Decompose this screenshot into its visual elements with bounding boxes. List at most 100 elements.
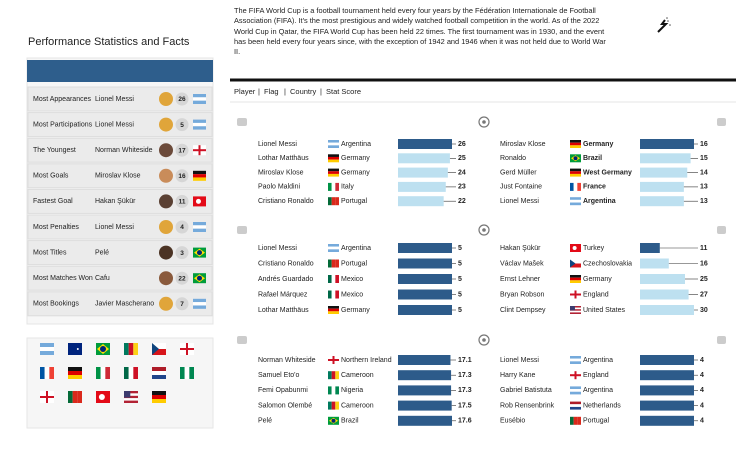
flag-icon [570, 140, 581, 148]
flag-stripe [133, 343, 138, 355]
bar [640, 196, 684, 207]
flag-stripe [328, 311, 339, 314]
flag-icon [570, 356, 581, 364]
flag-stripe [328, 371, 332, 380]
flag-stripe [570, 401, 581, 405]
flag-icon [152, 367, 166, 379]
bar [640, 139, 694, 149]
flag-icon [328, 197, 339, 206]
flag-stripe [193, 97, 206, 101]
bar [640, 305, 694, 315]
player-avatar [159, 143, 173, 158]
panel-country: Germany [341, 307, 370, 314]
flag-stripe [570, 310, 581, 313]
description: The FIFA World Cup is a football tournam… [234, 6, 606, 57]
bar-value: 16 [700, 260, 708, 267]
flag-stripe [128, 367, 134, 379]
bar [398, 415, 452, 426]
panel-country: Argentina [583, 387, 613, 394]
flag-stripe [570, 391, 581, 395]
flag-icon [328, 154, 339, 163]
flag-icon [328, 416, 339, 425]
panel-country: Northern Ireland [341, 357, 392, 364]
flag-stripe [331, 401, 336, 410]
flag-stripe [152, 399, 166, 403]
flag-stripe [184, 367, 190, 379]
flag-crescent [572, 246, 577, 250]
bar-value: 11 [700, 245, 708, 252]
flag-star [76, 348, 79, 350]
panel-country: Czechoslovakia [583, 260, 632, 267]
flag-disc [100, 346, 106, 352]
bar [398, 153, 450, 164]
bar [640, 355, 694, 365]
flag-stripe [105, 367, 110, 379]
bar-value: 17.5 [458, 402, 472, 409]
panel-player: Pelé [258, 418, 272, 425]
panel-player: Salomon Olembé [258, 402, 312, 409]
panel-country: Italy [341, 184, 354, 191]
flag-stripe [124, 400, 138, 403]
flag-icon [328, 275, 339, 283]
bar-value: 5 [458, 291, 462, 298]
bar-value: 13 [700, 184, 708, 191]
flag-icon [96, 391, 110, 403]
stat-value: 4 [180, 224, 184, 231]
flag-stripe [570, 263, 581, 268]
bar-value: 16 [700, 141, 708, 148]
bar-value: 15 [700, 155, 708, 162]
flag-stripe [570, 406, 581, 410]
flag-icon [193, 119, 206, 130]
bar-value: 27 [700, 291, 708, 298]
stat-value: 17 [178, 147, 186, 154]
flag-icon [328, 386, 339, 395]
player-avatar [159, 117, 173, 132]
flag-stripe [152, 367, 166, 371]
panel-country: Portugal [341, 198, 368, 205]
flag-icon [328, 401, 339, 410]
flag-icon [40, 391, 54, 403]
flag-stripe [193, 305, 206, 309]
stat-label: Most Penalties [33, 224, 79, 231]
bar [640, 153, 691, 164]
stat-badge [175, 297, 189, 311]
flag-stripe [570, 168, 581, 172]
flag-stripe [124, 393, 138, 396]
flag-icon [328, 244, 339, 252]
flag-crescent [98, 394, 105, 400]
panel-player: Lionel Messi [258, 141, 297, 148]
player-avatar [159, 168, 173, 183]
panel-country: Netherlands [583, 402, 621, 409]
bar-value: 5 [458, 276, 462, 283]
panel-country: Argentina [583, 357, 613, 364]
stat-player: Lionel Messi [95, 96, 134, 103]
flag-stripe [40, 343, 54, 347]
bar [640, 258, 669, 269]
col-player: Player [234, 87, 256, 96]
bar [640, 370, 694, 381]
flag-stripe [193, 119, 206, 123]
flag-icon [193, 196, 206, 207]
flag-stripe [331, 290, 336, 299]
flag-disc [573, 156, 578, 161]
stat-row [27, 214, 213, 240]
panel-country: Argentina [583, 198, 616, 205]
panel-player: Václav Mašek [500, 260, 544, 267]
flag-stripe [570, 140, 581, 143]
flag-stripe [328, 145, 339, 148]
panel-player: Miroslav Klose [258, 169, 304, 176]
flag-stripe [124, 343, 129, 355]
panel-player: Lionel Messi [258, 245, 297, 252]
panel-player: Norman Whiteside [258, 357, 316, 364]
flag-cross [193, 149, 206, 152]
bar [640, 167, 688, 178]
flag-stripe [570, 312, 581, 314]
bar [640, 243, 660, 253]
flag-stripe [573, 182, 578, 191]
bar-value: 4 [700, 357, 704, 364]
flag-stripe [68, 375, 82, 379]
bar-value: 4 [700, 418, 704, 425]
flag-stripe [328, 140, 339, 143]
flag-stripe [49, 367, 54, 379]
flag-icon [96, 343, 110, 355]
